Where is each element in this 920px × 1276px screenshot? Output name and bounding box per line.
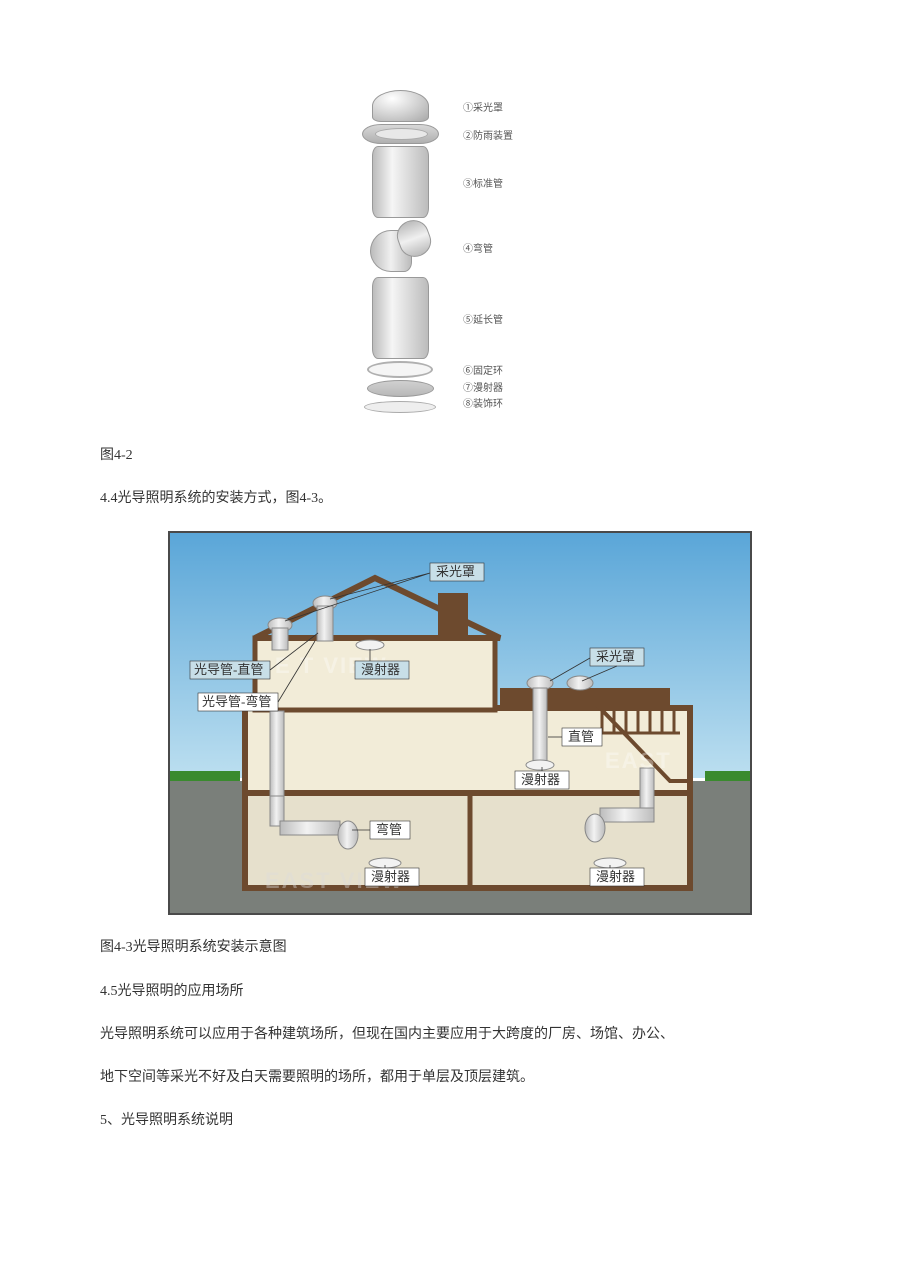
- tube-left-2: [317, 606, 333, 641]
- label-diffuser-upper: 漫射器: [361, 662, 400, 677]
- flange-shape: [355, 124, 445, 144]
- diffuser-mid: [526, 760, 554, 770]
- diffuser-upper: [356, 640, 384, 650]
- part-dome: ①采光罩: [355, 90, 565, 122]
- diffuser-label: ⑦漫射器: [463, 381, 503, 397]
- section-4-4: 4.4光导照明系统的安装方式，图4-3。: [100, 486, 820, 511]
- tube-left-1: [272, 628, 288, 650]
- part-label: ④弯管: [463, 240, 493, 255]
- tube-shape: [355, 146, 445, 218]
- trim-label: ⑧装饰环: [463, 397, 503, 413]
- part-label: ①采光罩: [463, 99, 503, 114]
- part-label: ③标准管: [463, 175, 503, 190]
- label-bend-lower: 弯管: [376, 822, 402, 837]
- part-standard-tube: ③标准管: [355, 146, 565, 218]
- ring-shape: [355, 361, 445, 378]
- pergola-beam: [500, 688, 670, 708]
- figure-4-3: E T VIEW EAST EAST VIEW 采光罩 采光罩 光导管-直管 光…: [168, 531, 752, 915]
- label-roof-collector-2: 采光罩: [596, 649, 635, 664]
- tube-down-left: [270, 711, 284, 796]
- tube-basement-right-h: [600, 808, 654, 822]
- ext-tube-shape: [355, 277, 445, 359]
- tube-basement-left-h: [280, 821, 340, 835]
- label-vertical-tube: 直管: [568, 729, 594, 744]
- grass-left: [170, 771, 240, 781]
- part-label: ⑤延长管: [463, 311, 503, 326]
- part-ext-tube: ⑤延长管: [355, 277, 565, 359]
- vertical-tube: [533, 688, 547, 763]
- label-diffuser-lr: 漫射器: [596, 869, 635, 884]
- section-4-5-title: 4.5光导照明的应用场所: [100, 979, 820, 1004]
- section-4-5-p1: 光导照明系统可以应用于各种建筑场所，但现在国内主要应用于大跨度的厂房、场馆、办公…: [100, 1022, 820, 1047]
- grass-right: [705, 771, 750, 781]
- part-diffuser: ⑦漫射器 ⑧装饰环: [355, 380, 565, 413]
- section-4-5-p2: 地下空间等采光不好及白天需要照明的场所，都用于单层及顶层建筑。: [100, 1065, 820, 1090]
- label-straight-tube: 光导管-直管: [194, 662, 263, 677]
- part-label: ⑦漫射器 ⑧装饰环: [463, 381, 503, 413]
- elbow-shape: [355, 220, 445, 275]
- part-flange: ②防雨装置: [355, 124, 565, 144]
- label-diffuser-mid: 漫射器: [521, 772, 560, 787]
- figure-4-3-caption: 图4-3光导照明系统安装示意图: [100, 935, 820, 960]
- bend-basement-right: [585, 814, 605, 842]
- label-roof-collector: 采光罩: [436, 564, 475, 579]
- exploded-view: ①采光罩 ②防雨装置 ③标准管 ④弯管 ⑤延长管 ⑥固定环: [355, 90, 565, 415]
- part-ring: ⑥固定环: [355, 361, 565, 378]
- part-label: ⑥固定环: [463, 362, 503, 377]
- figure-4-2: ①采光罩 ②防雨装置 ③标准管 ④弯管 ⑤延长管 ⑥固定环: [355, 80, 565, 425]
- bend-basement-left: [338, 821, 358, 849]
- diffuser-shape: [355, 380, 445, 413]
- label-diffuser-ll: 漫射器: [371, 869, 410, 884]
- figure-4-2-caption: 图4-2: [100, 443, 820, 468]
- chimney: [438, 593, 468, 638]
- section-5: 5、光导照明系统说明: [100, 1108, 820, 1133]
- part-label: ②防雨装置: [463, 127, 513, 142]
- dome-shape: [355, 90, 445, 122]
- watermark-right: EAST: [605, 748, 672, 773]
- tube-down-right: [640, 768, 654, 808]
- part-elbow: ④弯管: [355, 220, 565, 275]
- label-bend-tube: 光导管-弯管: [202, 694, 271, 709]
